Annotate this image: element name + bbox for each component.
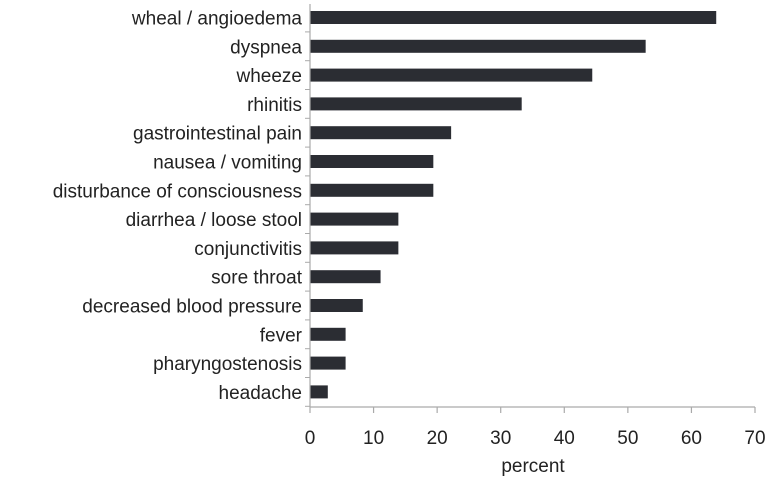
bar-headache bbox=[310, 385, 328, 399]
bar-decreased-blood-pressure bbox=[310, 299, 363, 312]
bar-disturbance-of-consciousness bbox=[310, 183, 434, 197]
category-label-nausea-vomiting: nausea / vomiting bbox=[153, 153, 302, 174]
category-label-diarrhea-loose-stool: diarrhea / loose stool bbox=[126, 210, 302, 231]
bar-gastrointestinal-pain bbox=[310, 126, 452, 140]
x-tick-label-40: 40 bbox=[554, 428, 575, 449]
category-label-dyspnea: dyspnea bbox=[230, 37, 302, 58]
bar-conjunctivitis bbox=[310, 241, 399, 255]
x-tick-label-50: 50 bbox=[617, 428, 638, 449]
x-tick-label-10: 10 bbox=[363, 428, 384, 449]
bar-wheal-angioedema bbox=[310, 11, 717, 24]
labels-layer: 0 10 20 30 40 50 60 70 wheal / angioedema dyspnea… bbox=[53, 9, 766, 450]
bar-sore-throat bbox=[310, 270, 381, 284]
category-label-wheal-angioedema: wheal / angioedema bbox=[131, 9, 302, 30]
bar-pharyngostenosis bbox=[310, 356, 346, 370]
x-tick-label-0: 0 bbox=[305, 428, 316, 449]
x-tick-label-30: 30 bbox=[490, 428, 511, 449]
bar-diarrhea-loose-stool bbox=[310, 212, 399, 226]
category-label-headache: headache bbox=[219, 383, 302, 404]
x-tick-label-20: 20 bbox=[427, 428, 448, 449]
category-label-gastrointestinal-pain: gastrointestinal pain bbox=[133, 124, 302, 145]
category-label-sore-throat: sore throat bbox=[211, 268, 303, 289]
bar-dyspnea bbox=[310, 39, 646, 53]
bar-nausea-vomiting bbox=[310, 155, 434, 168]
bars-layer bbox=[310, 11, 717, 399]
bar-fever bbox=[310, 327, 346, 341]
bar-wheeze bbox=[310, 68, 593, 82]
category-label-rhinitis: rhinitis bbox=[247, 95, 302, 116]
category-label-fever: fever bbox=[260, 325, 303, 346]
category-label-decreased-blood-pressure: decreased blood pressure bbox=[82, 297, 302, 318]
x-tick-label-70: 70 bbox=[744, 428, 765, 449]
category-label-conjunctivitis: conjunctivitis bbox=[194, 239, 302, 260]
axes-layer bbox=[305, 4, 756, 413]
category-label-pharyngostenosis: pharyngostenosis bbox=[153, 354, 302, 375]
x-axis-title: percent bbox=[501, 456, 565, 477]
category-label-disturbance-of-consciousness: disturbance of consciousness bbox=[53, 181, 302, 202]
bar-rhinitis bbox=[310, 97, 522, 111]
x-tick-label-60: 60 bbox=[681, 428, 702, 449]
category-label-wheeze: wheeze bbox=[236, 66, 303, 87]
